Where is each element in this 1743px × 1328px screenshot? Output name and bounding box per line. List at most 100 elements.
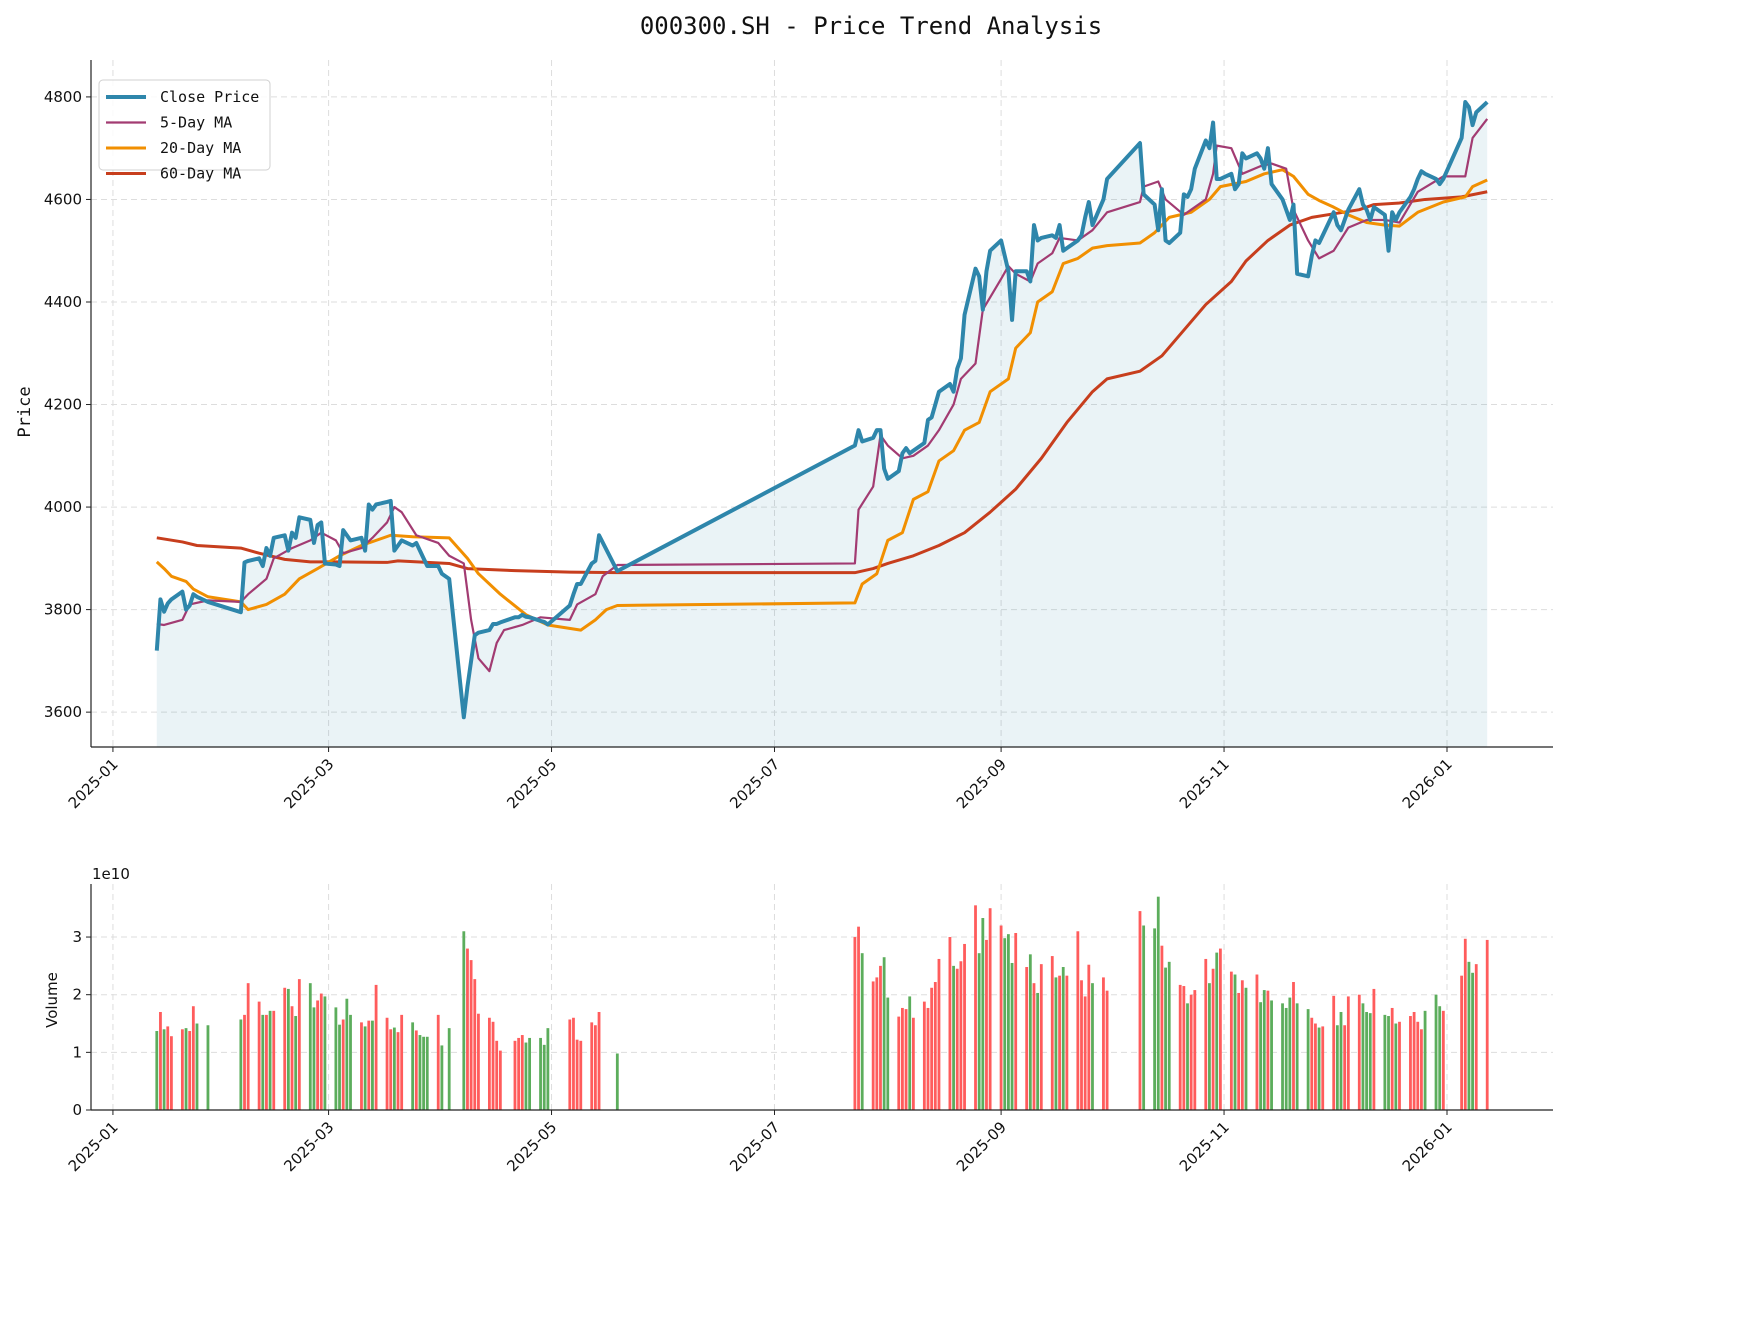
- volume-bar: [1412, 1011, 1416, 1110]
- volume-bar: [360, 1022, 363, 1110]
- volume-bar: [875, 977, 879, 1110]
- volume-bar: [495, 1040, 499, 1110]
- volume-y-label: Volume: [43, 972, 61, 1028]
- volume-bar: [1310, 1017, 1314, 1110]
- volume-bar: [1218, 948, 1222, 1110]
- volume-bar: [184, 1028, 188, 1110]
- volume-bar: [1463, 938, 1467, 1110]
- volume-bar: [345, 998, 349, 1110]
- volume-bar: [520, 1035, 524, 1110]
- price-y-tick-label: 4800: [44, 88, 82, 106]
- x-tick-label: 2026-01: [1399, 755, 1456, 812]
- volume-bar: [155, 1031, 159, 1110]
- volume-bar: [297, 979, 301, 1110]
- volume-bar: [341, 1019, 345, 1110]
- volume-bar: [999, 925, 1003, 1110]
- volume-bar: [1061, 967, 1065, 1110]
- volume-bar: [572, 1017, 575, 1110]
- x-tick-label: 2025-09: [953, 755, 1010, 812]
- volume-bar: [1189, 994, 1193, 1110]
- volume-bar: [371, 1020, 374, 1110]
- price-y-label: Price: [15, 386, 35, 437]
- volume-bar: [246, 983, 250, 1110]
- volume-bar: [1365, 1011, 1368, 1110]
- volume-bar: [542, 1044, 546, 1110]
- volume-bar: [1292, 982, 1295, 1110]
- close-line: [154, 100, 1489, 720]
- volume-bar: [411, 1022, 415, 1110]
- volume-bar: [1003, 938, 1007, 1110]
- volume-bar: [1438, 1006, 1442, 1110]
- volume-y-tick-label: 1: [72, 1043, 82, 1061]
- x-tick-label: 2025-01: [65, 755, 122, 812]
- volume-bar: [268, 1010, 272, 1110]
- volume-bar: [1032, 983, 1036, 1110]
- volume-bar: [498, 1050, 502, 1110]
- volume-bar: [162, 1029, 166, 1110]
- volume-bar: [487, 1017, 491, 1110]
- volume-bar: [1306, 1009, 1310, 1110]
- volume-bar: [615, 1053, 619, 1110]
- volume-bar: [1233, 974, 1237, 1110]
- volume-bar: [1050, 956, 1054, 1110]
- volume-bar: [170, 1036, 173, 1110]
- volume-bar: [1383, 1014, 1387, 1110]
- volume-bar: [1335, 1025, 1339, 1110]
- volume-bar: [1321, 1026, 1325, 1110]
- volume-bar: [334, 1007, 338, 1110]
- volume-bar: [466, 948, 469, 1110]
- volume-bar: [166, 1026, 170, 1110]
- volume-bar: [243, 1014, 246, 1110]
- volume-bar: [239, 1019, 243, 1110]
- volume-bar: [590, 1022, 594, 1110]
- price-y-tick-label: 4600: [44, 190, 82, 208]
- volume-bar: [575, 1039, 579, 1110]
- volume-bar: [180, 1029, 184, 1110]
- volume-bar: [597, 1011, 601, 1110]
- price-y-tick-label: 3600: [44, 703, 82, 721]
- volume-bar: [367, 1020, 371, 1110]
- volume-bar: [195, 1023, 199, 1110]
- volume-bar: [1259, 1002, 1262, 1110]
- volume-bar: [930, 987, 934, 1110]
- volume-bar: [897, 1016, 901, 1110]
- volume-bar: [922, 1001, 926, 1110]
- volume-bar: [1266, 990, 1270, 1110]
- volume-bar: [257, 1001, 261, 1110]
- volume-bar: [857, 926, 860, 1110]
- volume-bar: [1244, 987, 1248, 1110]
- volume-bar: [188, 1031, 192, 1110]
- price-lines: [154, 100, 1489, 720]
- volume-bar: [985, 939, 988, 1110]
- legend-label-ma20: 20-Day MA: [160, 139, 241, 157]
- volume-bar: [1080, 980, 1083, 1110]
- volume-bar: [191, 1006, 195, 1110]
- x-tick-label: 2025-07: [726, 755, 783, 812]
- x-tick-label: 2025-07: [726, 1118, 783, 1175]
- volume-bar: [1237, 992, 1241, 1110]
- volume-bar: [389, 1029, 393, 1110]
- volume-bar: [1142, 925, 1146, 1110]
- volume-bar: [1332, 995, 1336, 1110]
- volume-bar: [879, 965, 882, 1110]
- volume-bar: [1372, 988, 1376, 1110]
- volume-bar: [1471, 972, 1474, 1110]
- volume-bar: [272, 1010, 276, 1110]
- volume-bar: [349, 1014, 352, 1110]
- volume-bar: [1065, 975, 1069, 1110]
- volume-bar: [1390, 1007, 1394, 1110]
- volume-bar: [1208, 983, 1211, 1110]
- volume-bar: [871, 981, 875, 1110]
- volume-bar: [1314, 1023, 1317, 1110]
- volume-bar: [290, 1006, 294, 1110]
- volume-bar: [1346, 996, 1350, 1110]
- x-tick-label: 2026-01: [1399, 1118, 1456, 1175]
- volume-bar: [1076, 931, 1080, 1110]
- price-y-tick-label: 4400: [44, 293, 82, 311]
- volume-bar: [1368, 1013, 1372, 1110]
- volume-bar: [882, 957, 886, 1110]
- volume-bar: [477, 1013, 480, 1110]
- volume-bar: [385, 1017, 389, 1110]
